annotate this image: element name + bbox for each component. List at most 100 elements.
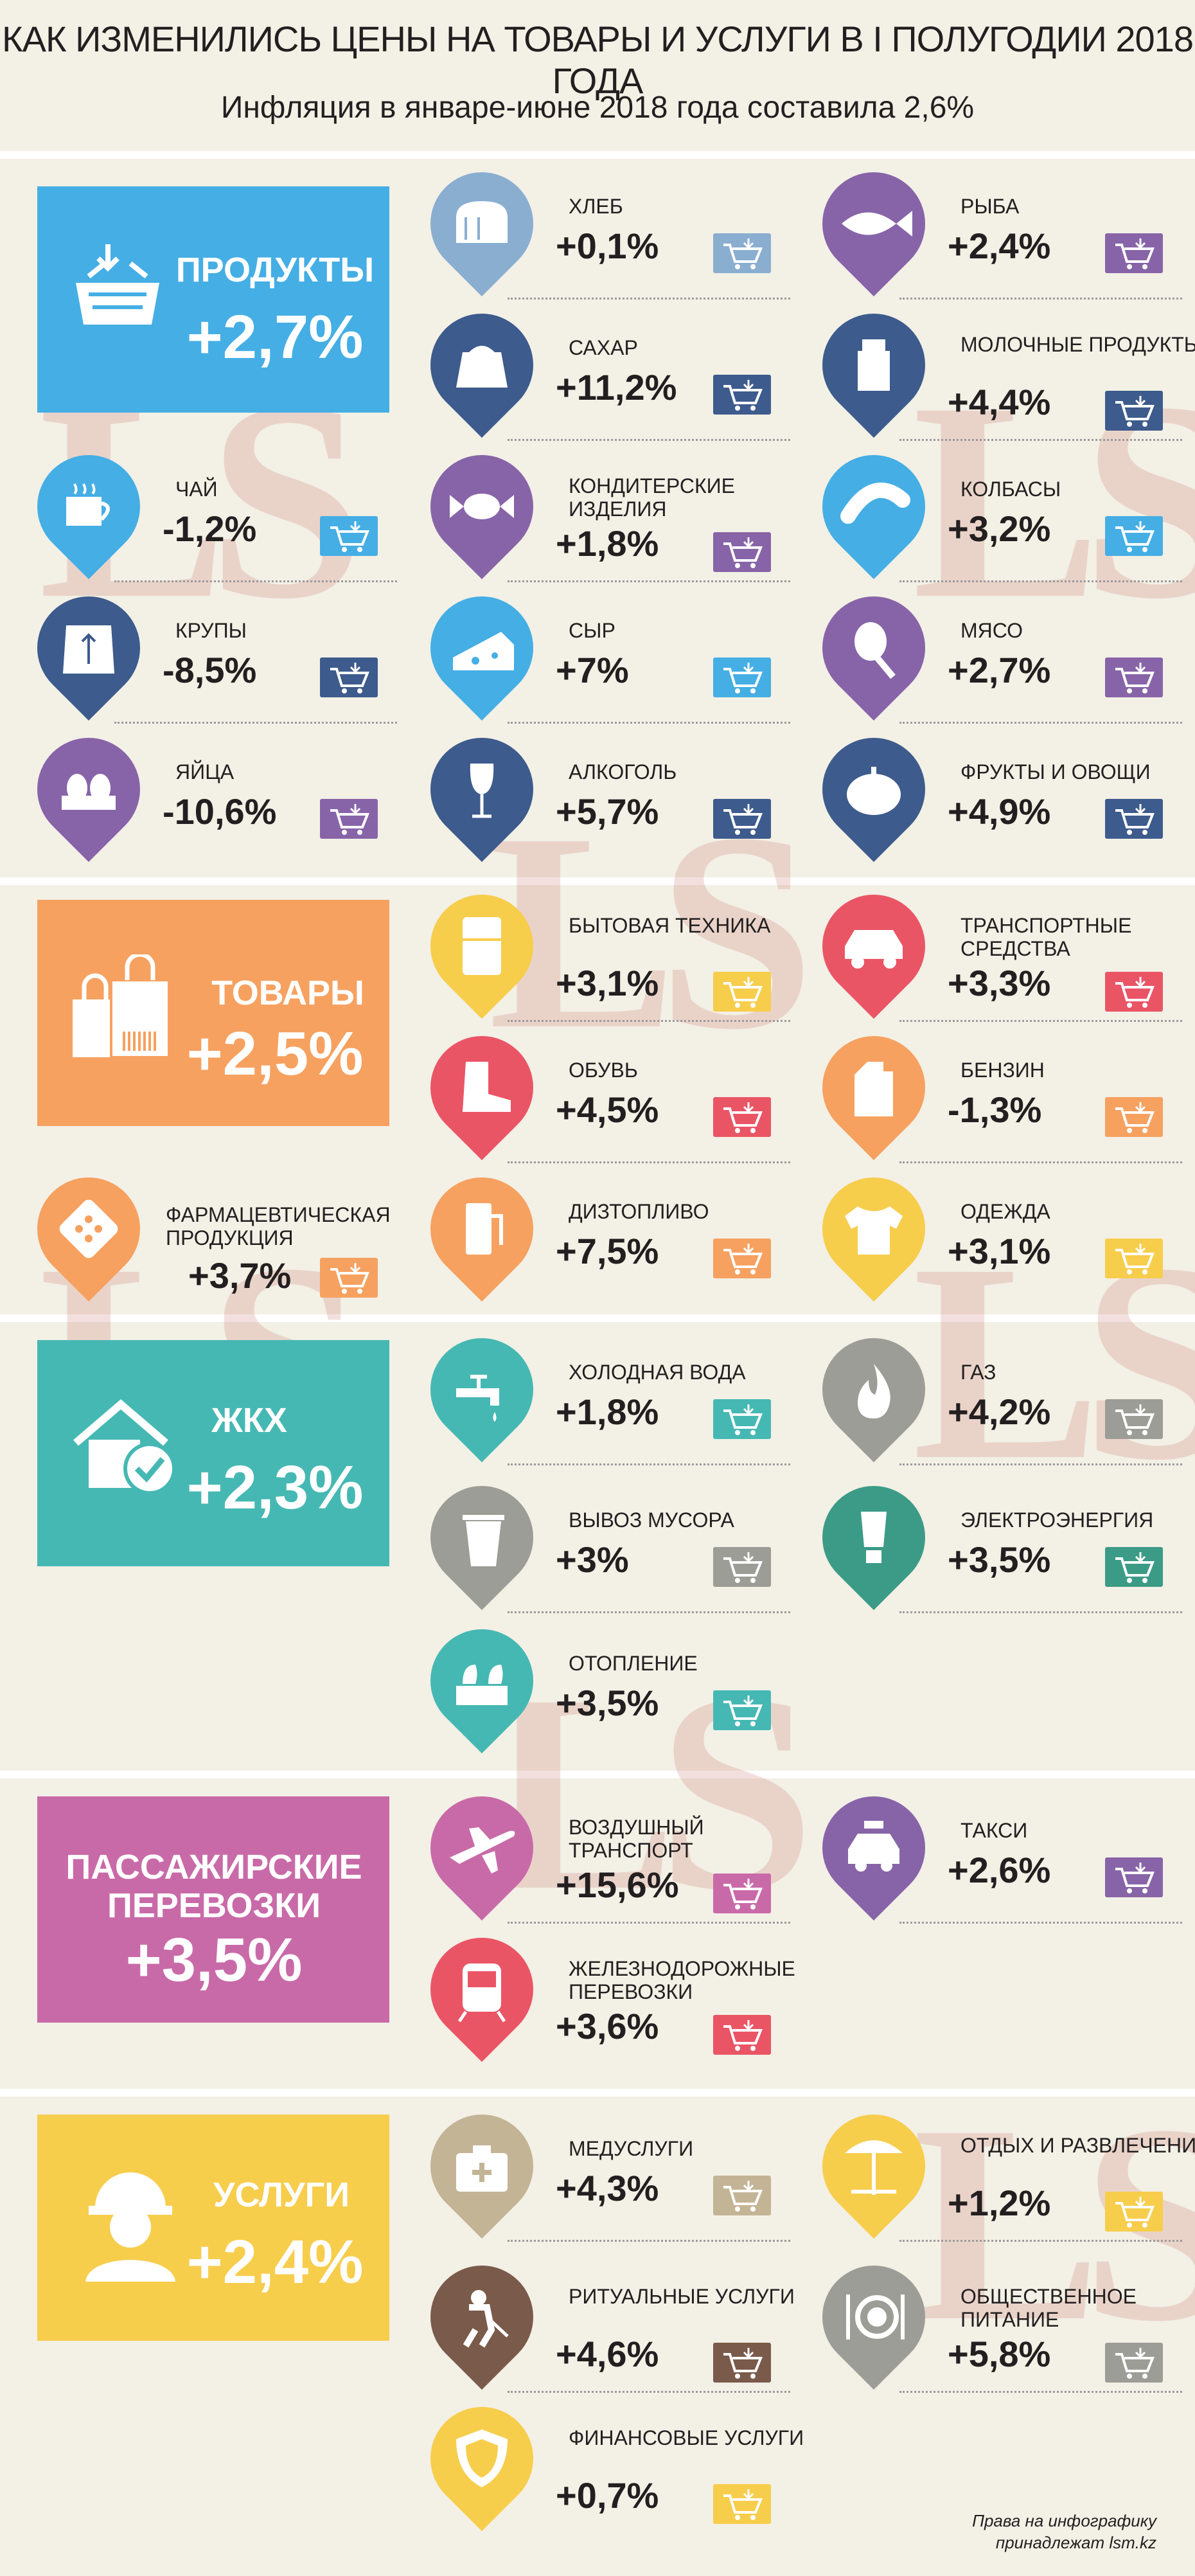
taxi-icon [848,1821,899,1872]
section-divider [0,1771,1195,1778]
dotted-divider [508,1161,790,1163]
fuel-canister-icon [854,1062,893,1116]
dotted-divider [899,298,1182,300]
item-label: СЫР [569,619,615,642]
item-value: +3,1% [948,1231,1051,1271]
item-label: БЫТОВАЯ ТЕХНИКА [569,914,771,937]
cart-icon [1105,2192,1163,2232]
cart-icon [1105,1857,1163,1897]
item-value: +4,5% [556,1089,659,1130]
item-value: +4,4% [948,382,1051,422]
item-value: +1,8% [556,523,659,564]
category-value: +2,5% [186,1019,364,1088]
item-value: -1,3% [948,1089,1042,1130]
dotted-divider [899,722,1182,724]
dotted-divider [508,1463,790,1465]
dotted-divider [899,1611,1182,1613]
radiator-icon [456,1665,508,1705]
item-label: ЭЛЕКТРОЭНЕРГИЯ [960,1508,1154,1532]
dotted-divider [899,1161,1182,1163]
category-name: ТОВАРЫ [211,974,364,1012]
item-value: +11,2% [556,367,677,407]
item-label: ОТОПЛЕНИЕ [569,1652,698,1675]
item-label: КРУПЫ [175,619,247,642]
cart-icon [1105,2343,1163,2383]
item-label: ХОЛОДНАЯ ВОДА [569,1361,746,1384]
price-item-catering: ОБЩЕСТВЕННОЕ ПИТАНИЕ +5,8% [801,2244,1195,2394]
pills-icon [59,1199,118,1258]
cart-icon [1105,1239,1163,1278]
item-value: +5,7% [556,791,659,832]
item-label: ТАКСИ [960,1819,1028,1842]
price-item-leisure: ОТДЫХ И РАЗВЛЕЧЕНИЯ +1,2% [801,2093,1195,2243]
item-label: ТРАНСПОРТНЫЕ СРЕДСТВА [960,914,1132,960]
flame-icon [858,1364,890,1418]
page-subtitle: Инфляция в январе-июне 2018 года состави… [220,91,975,125]
item-label: ЯЙЦА [175,760,235,783]
item-label: ЧАЙ [175,478,218,501]
item-value: +0,1% [556,226,659,266]
dotted-divider [508,722,790,724]
dotted-divider [508,1611,790,1613]
cart-icon [713,972,771,1012]
cart-icon [713,2343,771,2383]
price-item-sugar: САХАР +11,2% [409,292,829,442]
item-label: ФИНАНСОВЫЕ УСЛУГИ [569,2426,804,2449]
price-item-diesel: ДИЗТОПЛИВО +7,5% [409,1156,829,1306]
dotted-divider [899,580,1182,582]
shield-icon [456,2429,508,2487]
item-value: +1,8% [556,1391,659,1432]
cart-icon [713,1547,771,1587]
item-label: ОБЩЕСТВЕННОЕ ПИТАНИЕ [960,2285,1137,2331]
medkit-icon [456,2145,508,2192]
price-item-gas: ГАЗ +4,2% [801,1316,1195,1467]
cart-icon [1105,799,1163,839]
item-label: АЛКОГОЛЬ [569,760,677,783]
item-value: +1,2% [948,2183,1051,2223]
section-divider [0,877,1195,885]
category-value: +3,5% [125,1926,303,1994]
cart-icon [1105,972,1163,1012]
item-value: -8,5% [163,650,257,690]
dotted-divider [508,1922,790,1924]
pumpkin-icon [847,767,901,815]
fuel-pump-icon [466,1203,503,1255]
dotted-divider [899,2240,1182,2242]
category-name: ПРОДУКТЫ [175,251,375,289]
cart-icon [713,1690,771,1730]
item-label: ЖЕЛЕЗНОДОРОЖНЫЕ ПЕРЕВОЗКИ [569,1957,795,2003]
grain-sack-icon [63,625,114,674]
item-value: +4,3% [556,2168,659,2208]
cart-icon [1105,657,1163,697]
bread-icon [456,201,508,243]
train-icon [457,1963,506,2023]
credit-line: принадлежат lsm.kz [995,2533,1156,2552]
cart-icon [713,657,771,697]
item-label: ДИЗТОПЛИВО [569,1200,709,1223]
cart-icon [713,799,771,839]
item-value: +3,2% [948,508,1051,549]
eggs-icon [62,774,116,810]
price-item-tea: ЧАЙ -1,2% [15,433,436,584]
price-item-funeral: РИТУАЛЬНЫЕ УСЛУГИ +4,6% [409,2244,829,2394]
price-item-electricity: ЭЛЕКТРОЭНЕРГИЯ +3,5% [801,1464,1195,1614]
category-goods: ТОВАРЫ +2,5% [37,900,389,1126]
item-label: ФРУКТЫ И ОВОЩИ [960,760,1151,783]
price-item-air: ВОЗДУШНЫЙ ТРАНСПОРТ +15,6% [409,1775,829,1925]
dotted-divider [508,439,790,441]
cart-icon [713,532,771,572]
item-label: ОБУВЬ [569,1059,638,1082]
fish-icon [842,211,912,237]
price-item-appliances: БЫТОВАЯ ТЕХНИКА +3,1% [409,873,829,1023]
dotted-divider [508,2240,790,2242]
cart-icon [1105,1547,1163,1587]
shopping-bags-icon [73,954,170,1059]
price-item-medical: МЕДУСЛУГИ +4,3% [409,2093,829,2243]
dotted-divider [508,580,790,582]
price-item-meat: МЯСО +2,7% [801,575,1195,725]
item-value: +7% [556,650,629,690]
item-value: +15,6% [556,1865,679,1905]
item-value: +3,5% [948,1539,1051,1580]
cart-icon [713,375,771,415]
price-item-cheese: СЫР +7% [409,575,829,725]
